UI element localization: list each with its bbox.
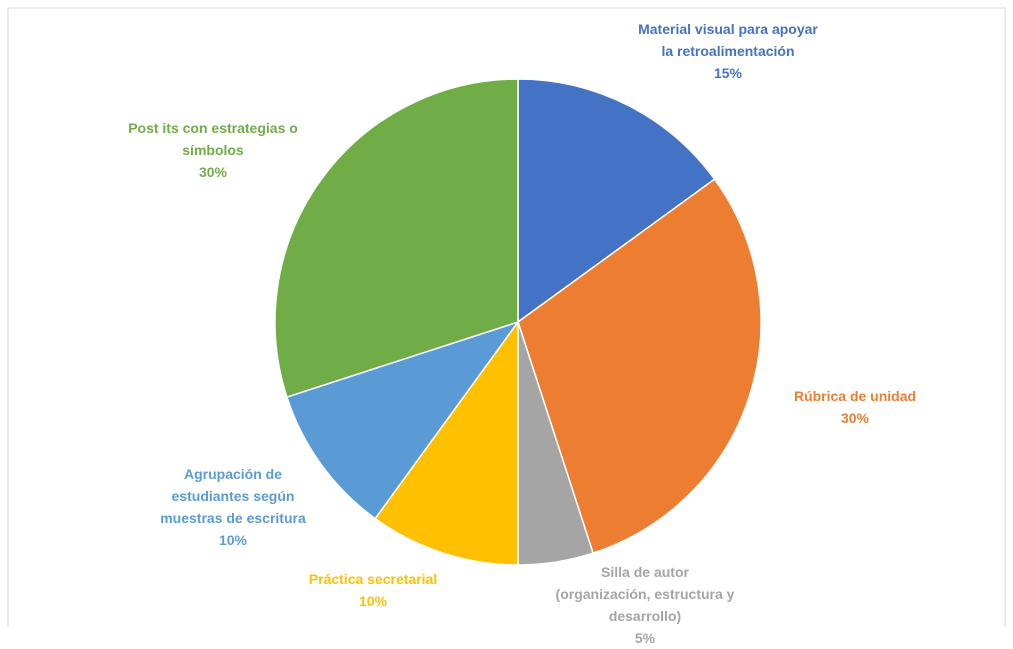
pie-slice	[374, 319, 519, 566]
page: (() => { const data = JSON.parse(documen…	[7, 7, 1006, 646]
slice-value: 10%	[358, 593, 388, 609]
slice-name: Práctica secretarial	[308, 571, 438, 587]
pie-slice	[517, 78, 716, 324]
slice-label: Material visual para apoyar la retroalim…	[636, 18, 821, 84]
pie-slice	[517, 178, 762, 555]
slice-label: Agrupación de estudiantes según muestras…	[146, 463, 321, 551]
slice-label: Práctica secretarial 10%	[273, 568, 473, 612]
slice-name: Material visual para apoyar la retroalim…	[638, 21, 818, 59]
slice-value: 5%	[634, 630, 656, 646]
slice-name: Silla de autor (organización, estructura…	[555, 564, 735, 624]
pie-slice	[285, 320, 520, 520]
chart	[7, 7, 1006, 627]
slice-value: 30%	[840, 410, 870, 426]
slice-name: Post its con estrategias o símbolos	[128, 120, 298, 158]
slice-value: 15%	[713, 65, 743, 81]
slice-value: 30%	[198, 164, 228, 180]
slice-name: Rúbrica de unidad	[793, 388, 917, 404]
slice-value: 10%	[218, 532, 248, 548]
slice-label: Post its con estrategias o símbolos 30%	[116, 117, 311, 183]
slice-name: Agrupación de estudiantes según muestras…	[160, 466, 306, 526]
slice-label: Rúbrica de unidad 30%	[755, 385, 955, 429]
pie-slice	[274, 78, 519, 399]
chart-frame	[7, 7, 1006, 627]
